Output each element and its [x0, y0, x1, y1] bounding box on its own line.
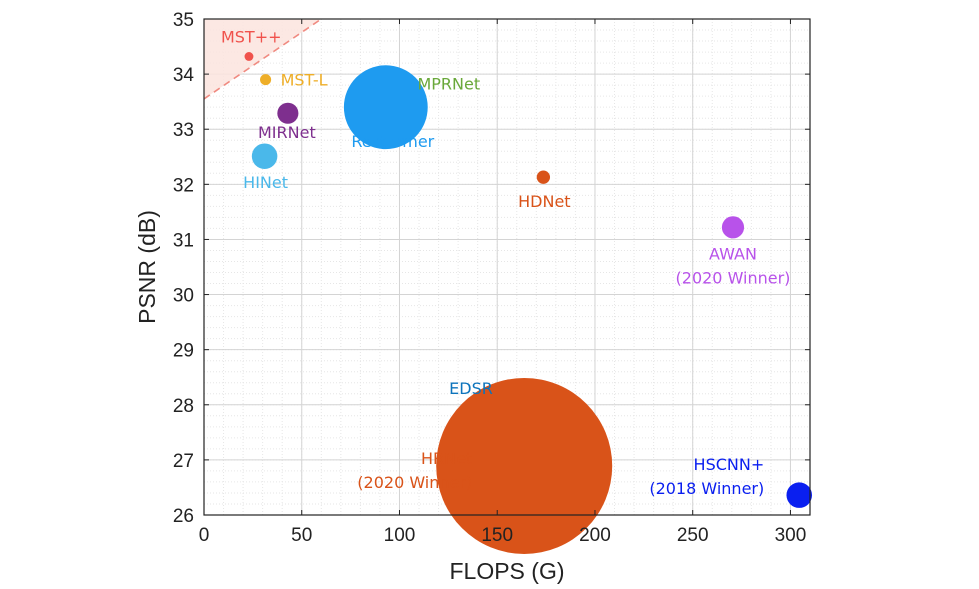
y-axis-title: PSNR (dB) [134, 210, 160, 324]
data-label: (2020 Winner) [676, 268, 791, 287]
data-point [786, 482, 813, 508]
data-label: (2018 Winner) [649, 479, 764, 498]
data-label: MST++ [221, 27, 282, 46]
y-tick-label: 35 [173, 10, 194, 31]
y-tick-label: 30 [173, 286, 194, 307]
data-label: MST-L [281, 71, 328, 90]
x-tick-label: 300 [775, 525, 807, 546]
pareto-region [203, 18, 322, 100]
data-point [244, 52, 254, 61]
y-tick-label: 26 [173, 506, 194, 527]
x-tick-label: 50 [291, 525, 312, 546]
data-point [251, 143, 278, 169]
y-tick-label: 27 [173, 451, 194, 472]
data-points [244, 52, 813, 554]
y-tick-label: 31 [173, 230, 194, 251]
y-tick-label: 33 [173, 120, 194, 141]
data-label: HINet [243, 173, 288, 192]
x-tick-label: 200 [579, 525, 611, 546]
axes-box [203, 18, 811, 516]
data-label: HSCNN+ [694, 455, 765, 474]
data-point [343, 65, 428, 150]
data-label: MPRNet [417, 75, 480, 94]
y-tick-label: 34 [173, 65, 195, 86]
x-tick-label: 250 [677, 525, 709, 546]
data-label: (2020 Winner) [357, 473, 472, 492]
pareto-shade [204, 19, 322, 99]
data-label: HDNet [518, 192, 570, 211]
data-label: AWAN [709, 244, 757, 263]
data-point [260, 74, 272, 86]
data-label: EDSR [449, 379, 493, 398]
axes: 0 50 100 150 200 250 300 26 27 28 29 30 31 32 33 34 35 [173, 10, 811, 546]
data-label: HRNet [421, 449, 472, 468]
x-tick-label: 0 [199, 525, 210, 546]
x-axis-title: FLOPS (G) [449, 558, 564, 584]
data-point [721, 216, 745, 239]
data-point [277, 102, 299, 124]
data-label: Restormer [351, 132, 434, 151]
data-point [536, 170, 551, 184]
data-label: MIRNet [258, 123, 316, 142]
point-labels: MST++ MST-L MPRNet Restormer MIRNet HINet HDNe… [221, 27, 790, 498]
y-tick-label: 32 [173, 175, 194, 196]
x-tick-label: 150 [481, 525, 513, 546]
y-tick-label: 29 [173, 341, 194, 362]
x-tick-label: 100 [384, 525, 416, 546]
data-point [436, 377, 613, 554]
y-tick-label: 28 [173, 396, 194, 417]
